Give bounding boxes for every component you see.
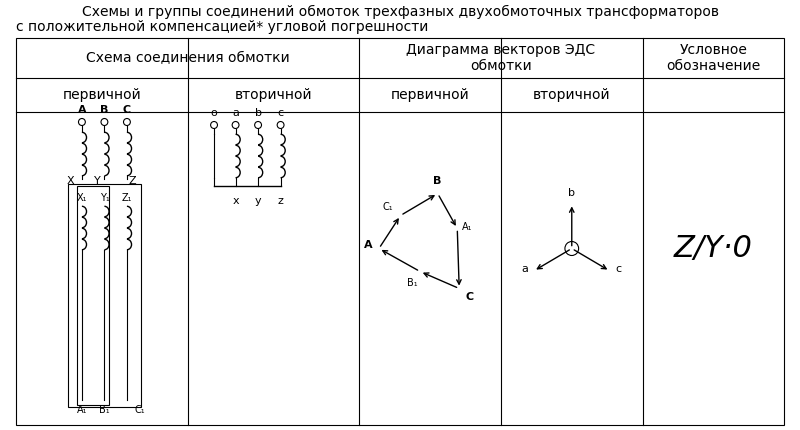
Text: с положительной компенсацией* угловой погрешности: с положительной компенсацией* угловой по… [16, 20, 429, 34]
Text: Диаграмма векторов ЭДС
обмотки: Диаграмма векторов ЭДС обмотки [406, 43, 595, 73]
Text: z: z [278, 196, 283, 206]
Text: X: X [66, 176, 74, 186]
Text: y: y [254, 196, 262, 206]
Text: вторичной: вторичной [533, 88, 610, 102]
Text: C: C [123, 105, 131, 115]
Text: c: c [278, 108, 284, 118]
Text: C₁: C₁ [134, 405, 146, 415]
Text: Схема соединения обмотки: Схема соединения обмотки [86, 51, 290, 65]
Text: B: B [100, 105, 109, 115]
Text: B₁: B₁ [406, 277, 417, 288]
Text: a: a [232, 108, 239, 118]
Text: Z₁: Z₁ [122, 193, 132, 203]
Text: C₁: C₁ [382, 202, 393, 212]
Text: c: c [616, 264, 622, 274]
Text: B₁: B₁ [99, 405, 110, 415]
Text: Z: Z [129, 176, 137, 186]
Text: первичной: первичной [62, 88, 142, 102]
Text: B: B [434, 176, 442, 187]
Text: X₁: X₁ [77, 193, 87, 203]
Bar [68, 184, 141, 407]
Text: Y: Y [94, 176, 101, 186]
Text: A: A [78, 105, 86, 115]
Text: Схемы и группы соединений обмоток трехфазных двухобмоточных трансформаторов: Схемы и группы соединений обмоток трехфа… [82, 5, 718, 19]
Text: вторичной: вторичной [234, 88, 312, 102]
Text: a: a [521, 264, 528, 274]
Text: Условное
обозначение: Условное обозначение [666, 43, 760, 73]
Text: Z/Y·0: Z/Y·0 [674, 234, 753, 263]
Text: первичной: первичной [390, 88, 470, 102]
Bar [77, 186, 110, 405]
Text: o: o [210, 108, 218, 118]
Text: Y₁: Y₁ [99, 193, 110, 203]
Text: C: C [465, 292, 474, 302]
Text: b: b [254, 108, 262, 118]
Text: A: A [363, 240, 372, 251]
Text: b: b [568, 187, 575, 197]
Text: A₁: A₁ [77, 405, 87, 415]
Text: x: x [232, 196, 239, 206]
Text: A₁: A₁ [462, 221, 473, 231]
